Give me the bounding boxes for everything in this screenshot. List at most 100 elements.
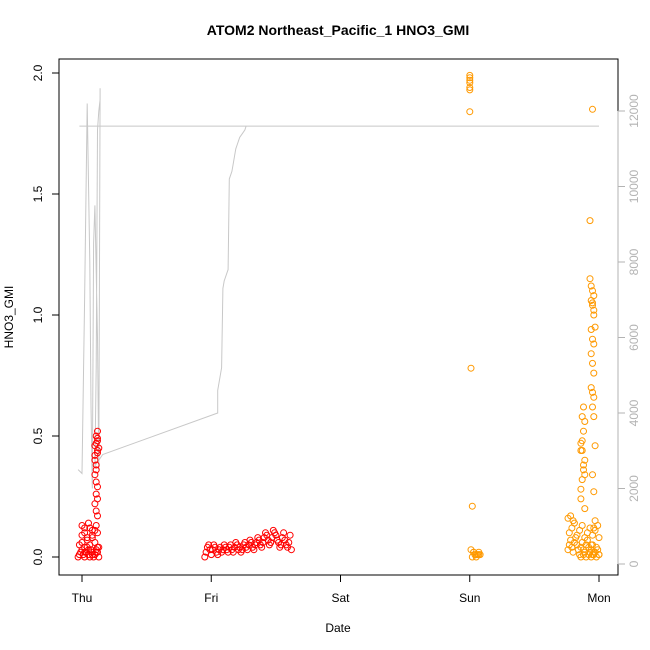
data-point: [577, 495, 585, 503]
data-point: [92, 461, 100, 469]
data-point: [595, 534, 603, 542]
data-point: [577, 439, 585, 447]
data-point: [92, 490, 100, 498]
data-point: [577, 485, 585, 493]
plot-frame: [58, 58, 619, 576]
data-point: [92, 466, 100, 474]
data-point: [590, 311, 598, 319]
data-point: [589, 403, 596, 411]
altitude-line: [77, 88, 599, 489]
data-point: [578, 413, 586, 421]
data-point: [285, 539, 293, 546]
data-point: [589, 471, 596, 479]
altitude-line-layer: [77, 88, 599, 489]
y-axis: 0.0 0.5 1.0 1.5 2.0: [31, 64, 60, 565]
data-point: [92, 522, 100, 529]
data-point: [466, 86, 474, 94]
y2-tick-label: 10000: [627, 169, 641, 203]
data-point: [580, 466, 587, 474]
data-point: [580, 427, 587, 435]
data-point: [580, 461, 587, 469]
data-point: [580, 403, 587, 411]
data-point: [590, 393, 598, 401]
data-point: [467, 364, 475, 372]
data-point: [589, 299, 596, 307]
data-point: [590, 306, 598, 314]
data-point: [85, 546, 92, 554]
y2-tick-label: 4000: [627, 399, 641, 426]
x-axis: Thu Fri Sat Sun Mon: [72, 574, 611, 605]
data-point: [466, 74, 474, 82]
data-point: [578, 522, 586, 529]
data-point: [280, 529, 288, 537]
data-point: [590, 413, 598, 421]
data-point: [589, 359, 596, 367]
data-point: [586, 217, 594, 225]
x-tick-label: Fri: [204, 591, 218, 605]
data-point: [589, 388, 596, 396]
data-point: [91, 471, 99, 479]
data-point: [466, 71, 474, 79]
data-point: [466, 76, 474, 84]
data-point: [92, 507, 100, 515]
y2-axis: 0 2000 4000 6000 8000 10000 12000: [617, 94, 641, 567]
data-point: [590, 524, 598, 532]
y-tick-label: 0.0: [31, 548, 45, 565]
data-point: [591, 442, 599, 450]
y2-tick-label: 0: [627, 560, 641, 567]
y2-tick-label: 6000: [627, 324, 641, 351]
data-point: [587, 282, 595, 290]
data-point: [201, 553, 209, 561]
data-point: [587, 541, 595, 549]
points-layer: [74, 71, 603, 561]
data-point: [466, 84, 474, 91]
data-point: [590, 340, 598, 348]
data-point: [589, 335, 596, 343]
chart-title: ATOM2 Northeast_Pacific_1 HNO3_GMI: [207, 22, 469, 38]
data-point: [91, 456, 99, 464]
data-point: [468, 553, 476, 561]
data-point: [589, 301, 596, 309]
y2-tick-label: 8000: [627, 248, 641, 275]
data-point: [94, 434, 101, 442]
data-point: [92, 478, 100, 486]
data-point: [238, 546, 246, 554]
data-point: [581, 471, 589, 479]
data-point: [569, 517, 577, 525]
data-point: [94, 427, 101, 435]
data-point: [589, 105, 596, 113]
data-point: [466, 79, 474, 87]
data-point: [581, 505, 589, 513]
data-point: [258, 543, 266, 551]
data-point: [287, 546, 295, 554]
data-point: [277, 541, 285, 549]
y-tick-label: 1.5: [31, 185, 45, 202]
data-point: [591, 517, 599, 525]
data-point: [590, 369, 598, 377]
data-point: [587, 384, 595, 392]
data-point: [578, 447, 586, 454]
data-point: [94, 512, 101, 520]
data-point: [468, 502, 476, 510]
y2-tick-label: 2000: [627, 475, 641, 502]
data-point: [286, 531, 294, 539]
data-point: [250, 546, 258, 554]
data-point: [272, 531, 280, 539]
data-point: [586, 275, 594, 283]
data-point: [85, 519, 92, 527]
x-tick-label: Thu: [72, 591, 93, 605]
data-point: [581, 456, 589, 464]
x-axis-label: Date: [325, 621, 351, 635]
data-point: [590, 488, 598, 496]
data-point: [81, 524, 89, 532]
data-point: [475, 551, 483, 559]
data-point: [591, 323, 599, 331]
y-tick-label: 0.5: [31, 427, 45, 444]
data-point: [88, 526, 96, 534]
x-tick-label: Mon: [587, 591, 610, 605]
x-tick-label: Sat: [331, 591, 350, 605]
data-point: [589, 551, 596, 559]
data-point: [94, 483, 101, 491]
data-point: [95, 543, 103, 551]
